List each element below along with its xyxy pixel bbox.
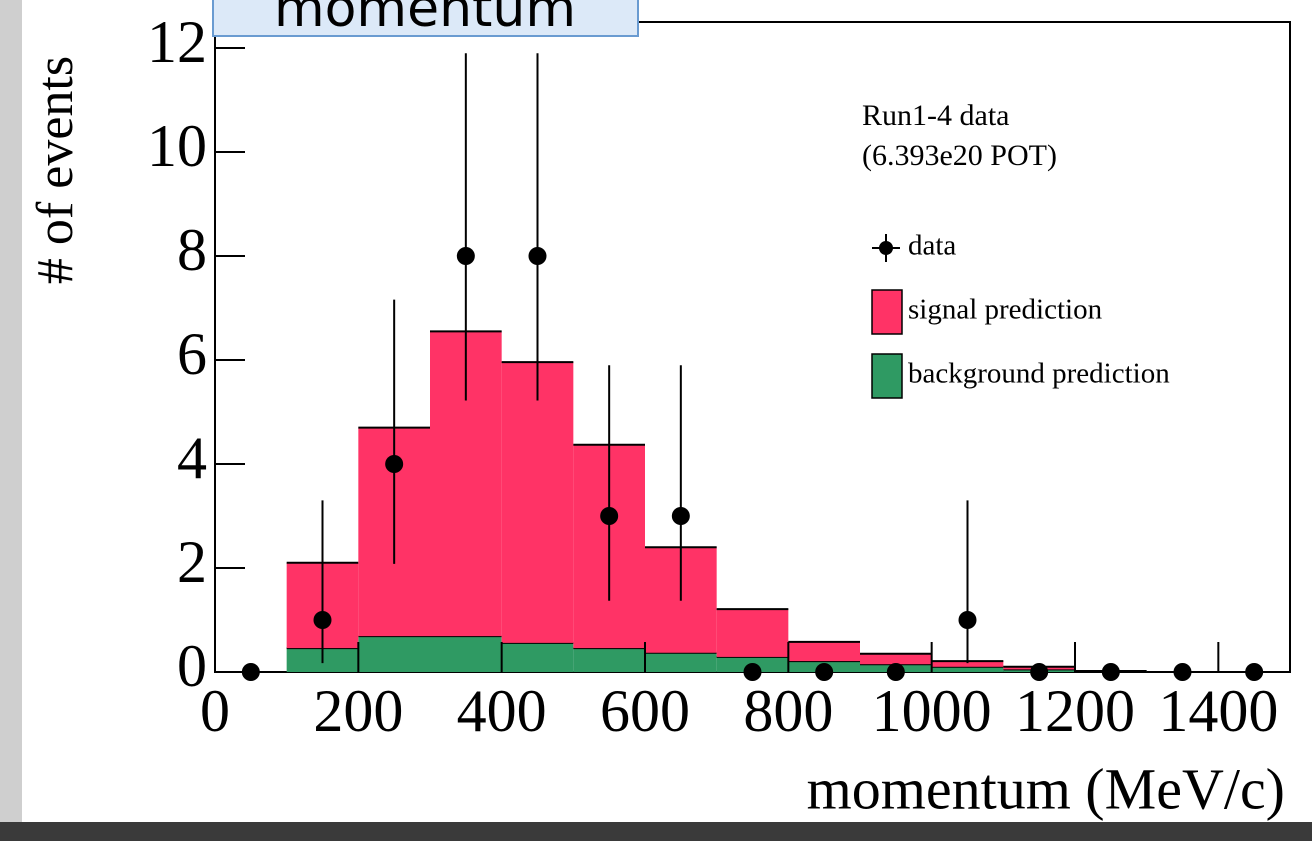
data-point bbox=[528, 247, 547, 265]
data-point bbox=[1173, 663, 1192, 681]
legend-marker bbox=[879, 241, 893, 255]
data-point bbox=[671, 507, 690, 525]
y-tick-label: 8 bbox=[177, 217, 207, 283]
callout-text: momentum bbox=[274, 0, 576, 39]
y-tick-label: 4 bbox=[177, 425, 207, 491]
data-point bbox=[313, 611, 332, 629]
y-tick-label: 6 bbox=[177, 321, 207, 387]
x-tick-label: 600 bbox=[600, 678, 690, 744]
x-tick-label: 1400 bbox=[1158, 678, 1278, 744]
slide-edge bbox=[0, 0, 22, 822]
data-point bbox=[815, 663, 834, 681]
x-tick-label: 400 bbox=[457, 678, 547, 744]
y-axis-label: # of events bbox=[27, 56, 84, 284]
annotation: (6.393e20 POT) bbox=[862, 139, 1057, 172]
data-point bbox=[385, 455, 404, 473]
data-point bbox=[1245, 663, 1264, 681]
legend-label: data bbox=[908, 230, 956, 262]
x-axis-label: momentum (MeV/c) bbox=[807, 756, 1285, 821]
histogram-bar bbox=[358, 636, 430, 672]
data-point bbox=[1030, 663, 1049, 681]
data-point bbox=[886, 663, 905, 681]
legend-swatch bbox=[871, 289, 903, 335]
y-tick-label: 12 bbox=[147, 9, 207, 75]
x-tick-label: 0 bbox=[200, 678, 230, 744]
histogram-bar bbox=[931, 661, 1004, 667]
histogram-bar bbox=[430, 636, 502, 672]
histogram-bar bbox=[501, 642, 574, 672]
legend-label: background prediction bbox=[908, 358, 1170, 390]
plot bbox=[214, 47, 1264, 681]
histogram-bar bbox=[860, 653, 932, 665]
x-tick-label: 1000 bbox=[872, 678, 992, 744]
histogram-bar bbox=[788, 641, 860, 662]
x-tick-label: 200 bbox=[313, 678, 403, 744]
data-point bbox=[1101, 663, 1120, 681]
y-tick-label: 0 bbox=[177, 633, 207, 699]
data-point bbox=[743, 663, 762, 681]
slide-bottom bbox=[0, 822, 1312, 841]
histogram-bar bbox=[501, 362, 574, 643]
x-tick-label: 800 bbox=[743, 678, 833, 744]
data-point bbox=[241, 663, 260, 681]
data-point bbox=[958, 611, 977, 629]
y-tick-label: 2 bbox=[177, 529, 207, 595]
histogram-bar bbox=[931, 666, 1004, 672]
histogram-bar bbox=[645, 652, 717, 672]
data-point bbox=[600, 507, 619, 525]
data-point bbox=[456, 247, 475, 265]
histogram-bar bbox=[716, 609, 789, 657]
callout-box bbox=[212, 0, 639, 37]
y-tick-label: 10 bbox=[147, 113, 207, 179]
legend-swatch bbox=[871, 353, 903, 399]
histogram-bar bbox=[573, 648, 645, 672]
x-tick-label: 1200 bbox=[1015, 678, 1135, 744]
annotation: Run1-4 data bbox=[862, 99, 1009, 132]
legend-label: signal prediction bbox=[908, 294, 1103, 326]
